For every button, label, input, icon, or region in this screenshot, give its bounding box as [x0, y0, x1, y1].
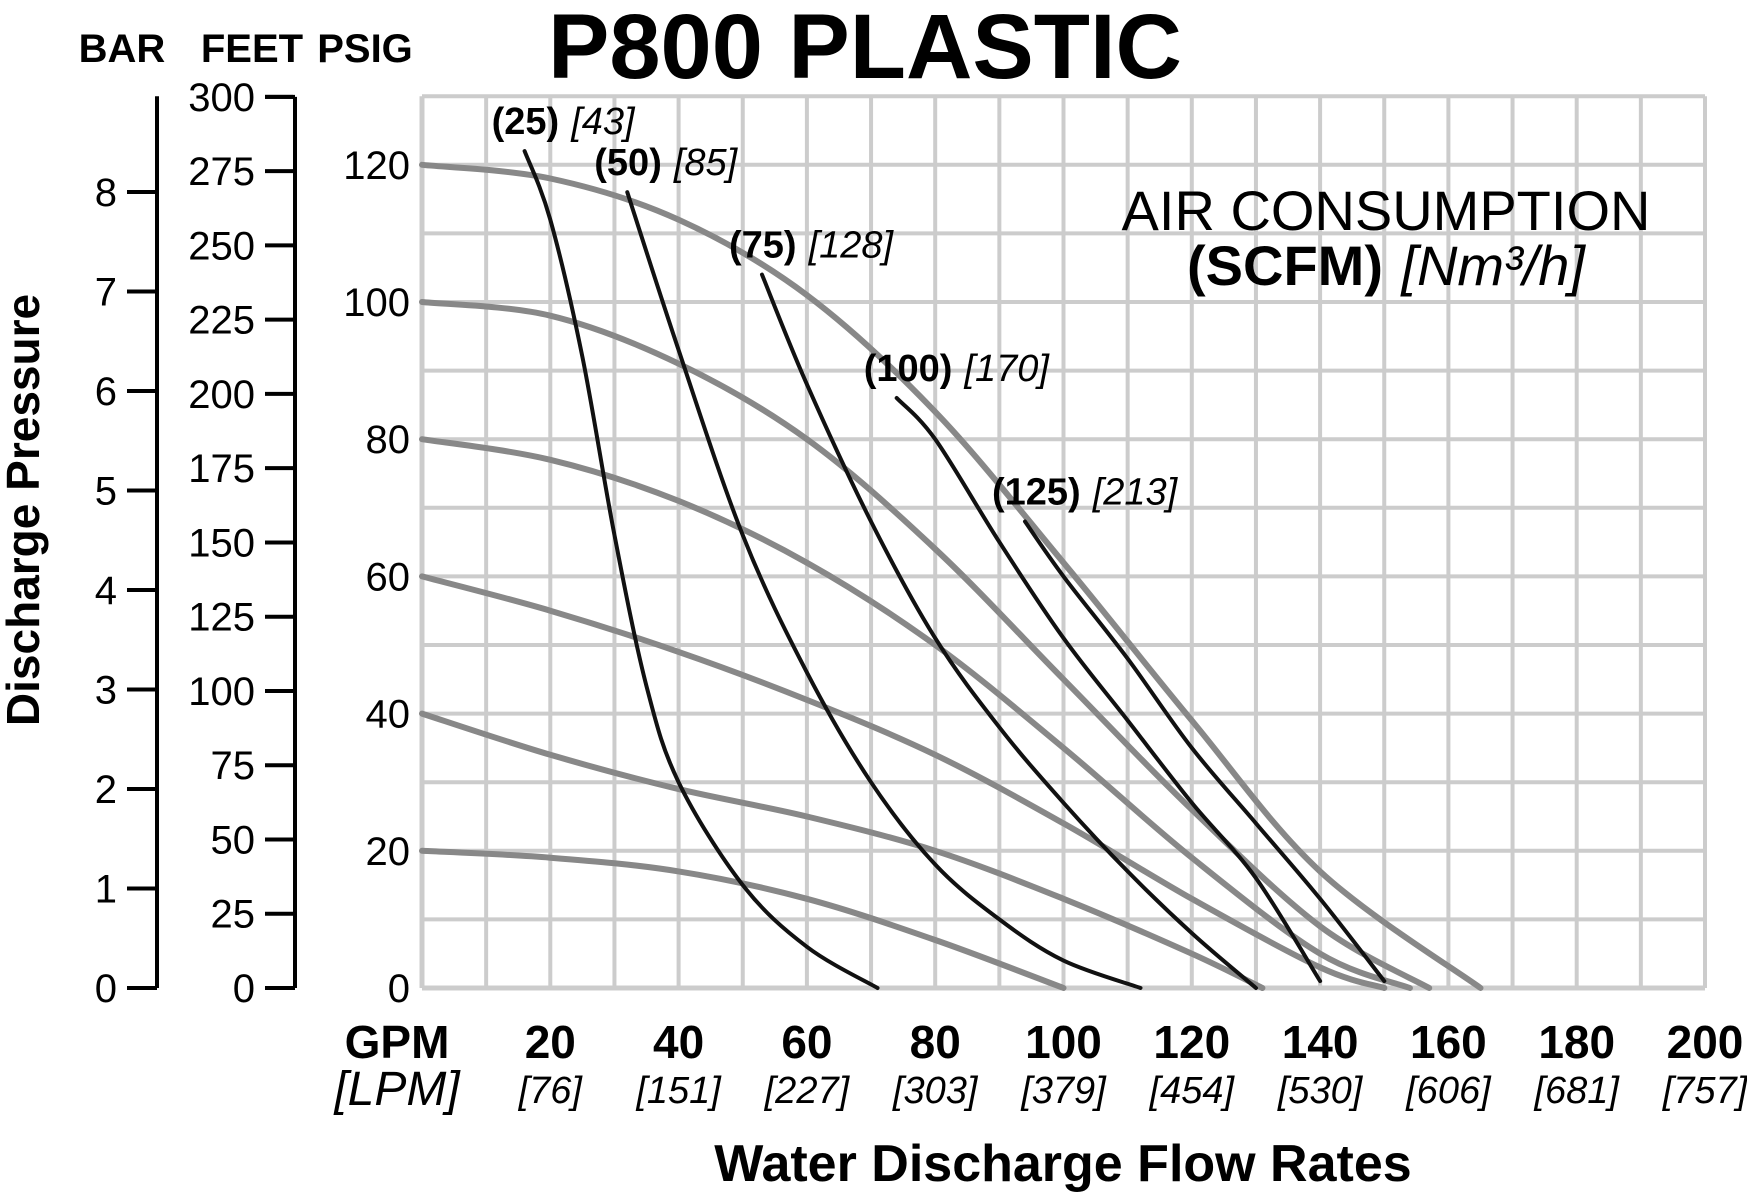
x-unit-primary: GPM — [345, 1016, 450, 1068]
air-consumption-curve — [625, 190, 1143, 990]
y-tick-label-feet: 75 — [211, 744, 256, 788]
y-tick-label-feet: 300 — [188, 76, 255, 120]
y-tick-label-feet: 225 — [188, 299, 255, 343]
x-tick-label-lpm: [606] — [1405, 1070, 1492, 1112]
y-tick-label-psig: 60 — [366, 555, 411, 599]
pressure-curves — [419, 161, 1484, 991]
air-label-nm3h: [43] — [570, 101, 636, 143]
y-tick-label-feet: 200 — [188, 373, 255, 417]
air-label-scfm: (50) — [594, 142, 662, 184]
pressure-curve — [419, 573, 1388, 991]
x-tick-label-gpm: 180 — [1538, 1016, 1615, 1068]
x-axis-title: Water Discharge Flow Rates — [714, 1135, 1411, 1193]
x-tick-label-lpm: [227] — [764, 1070, 851, 1112]
x-tick-label-gpm: 20 — [525, 1016, 576, 1068]
y-tick-label-bar: 2 — [95, 768, 117, 812]
y-tick-label-bar: 8 — [95, 171, 117, 215]
x-unit-secondary: [LPM] — [333, 1063, 461, 1116]
air-consumption-label: (100) [170] — [864, 348, 1051, 390]
y-tick-label-feet: 175 — [188, 447, 255, 491]
air-consumption-curve — [522, 149, 880, 990]
air-label-scfm: (125) — [992, 472, 1081, 514]
y-tick-label-feet: 250 — [188, 224, 255, 268]
x-tick-label-gpm: 200 — [1667, 1016, 1744, 1068]
y-tick-label-feet: 125 — [188, 596, 255, 640]
air-consumption-curves — [522, 149, 1387, 990]
air-label-scfm: (75) — [729, 225, 797, 267]
air-consumption-label: (25) [43] — [492, 101, 636, 143]
x-tick-label-gpm: 140 — [1282, 1016, 1359, 1068]
y-tick-label-psig: 40 — [366, 693, 411, 737]
air-consumption-labels: (25) [43](50) [85] (75) [128] (100) [170] (125)… — [492, 101, 1179, 513]
axis-header-feet: FEET — [201, 27, 303, 71]
x-tick-label-lpm: [151] — [635, 1070, 722, 1112]
axis-header-psig: PSIG — [317, 27, 413, 71]
y-tick-label-feet: 150 — [188, 521, 255, 565]
axis-header-bar: BAR — [79, 27, 166, 71]
y-tick-label-bar: 4 — [95, 569, 117, 613]
pressure-curve — [419, 161, 1484, 991]
air-label-scfm: (25) — [492, 101, 560, 143]
y-tick-label-feet: 275 — [188, 150, 255, 194]
air-label-scfm: (100) — [864, 348, 953, 390]
y-tick-label-bar: 3 — [95, 669, 117, 713]
pressure-curve — [419, 710, 1266, 991]
x-tick-label-lpm: [530] — [1277, 1070, 1364, 1112]
y-tick-label-feet: 50 — [211, 818, 256, 862]
y-tick-label-bar: 5 — [95, 470, 117, 514]
air-label-nm3h: [85] — [673, 142, 739, 184]
y-tick-label-bar: 7 — [95, 271, 117, 315]
legend-unit-nm3h: [Nm³/h] — [1399, 234, 1586, 297]
y-tick-label-feet: 100 — [188, 670, 255, 714]
x-tick-label-lpm: [303] — [892, 1070, 979, 1112]
x-tick-label-lpm: [76] — [518, 1070, 584, 1112]
plot-grid — [419, 94, 1707, 991]
y-tick-label-psig: 100 — [343, 281, 410, 325]
x-tick-label-lpm: [454] — [1149, 1070, 1236, 1112]
y-tick-label-bar: 1 — [95, 868, 117, 912]
air-label-nm3h: [128] — [808, 225, 895, 267]
x-tick-label-lpm: [681] — [1533, 1070, 1620, 1112]
air-consumption-label: (75) [128] — [729, 225, 895, 267]
x-tick-label-gpm: 60 — [781, 1016, 832, 1068]
air-consumption-curve — [760, 272, 1258, 990]
air-consumption-curve — [1023, 519, 1387, 984]
legend-subtitle: (SCFM) [Nm³/h] — [1187, 234, 1586, 297]
x-tick-label-gpm: 100 — [1025, 1016, 1102, 1068]
y-tick-label-feet: 0 — [233, 967, 255, 1011]
y-tick-label-feet: 25 — [211, 893, 256, 937]
x-tick-label-gpm: 120 — [1153, 1016, 1230, 1068]
y-tick-label-bar: 0 — [95, 967, 117, 1011]
x-tick-label-lpm: [379] — [1020, 1070, 1107, 1112]
air-consumption-label: (125) [213] — [992, 472, 1179, 514]
pressure-curve — [419, 436, 1413, 991]
air-consumption-label: (50) [85] — [594, 142, 738, 184]
chart-title: P800 PLASTIC — [548, 0, 1182, 98]
x-axis-ticks: 20[76] 40[151] 60[227] 80[303] 100[379] 120[4… — [518, 1016, 1747, 1112]
air-consumption-curve — [894, 396, 1323, 984]
x-tick-label-gpm: 40 — [653, 1016, 704, 1068]
air-label-nm3h: [213] — [1092, 472, 1179, 514]
y-tick-label-psig: 0 — [388, 967, 410, 1011]
x-tick-label-gpm: 80 — [910, 1016, 961, 1068]
x-tick-label-lpm: [757] — [1662, 1070, 1747, 1112]
y-tick-label-psig: 80 — [366, 418, 411, 462]
y-tick-label-psig: 20 — [366, 830, 411, 874]
y-axis-title: Discharge Pressure — [0, 294, 49, 726]
y-tick-label-psig: 120 — [343, 144, 410, 188]
y-tick-label-bar: 6 — [95, 370, 117, 414]
x-tick-label-gpm: 160 — [1410, 1016, 1487, 1068]
pressure-curve — [419, 299, 1433, 991]
air-label-nm3h: [170] — [963, 348, 1050, 390]
y-axes: BAR012345678FEET025507510012515017520022… — [79, 27, 413, 1011]
legend: AIR CONSUMPTION (SCFM) [Nm³/h] — [1122, 179, 1651, 297]
legend-unit-scfm: (SCFM) — [1187, 234, 1383, 297]
legend-title: AIR CONSUMPTION — [1122, 179, 1651, 242]
